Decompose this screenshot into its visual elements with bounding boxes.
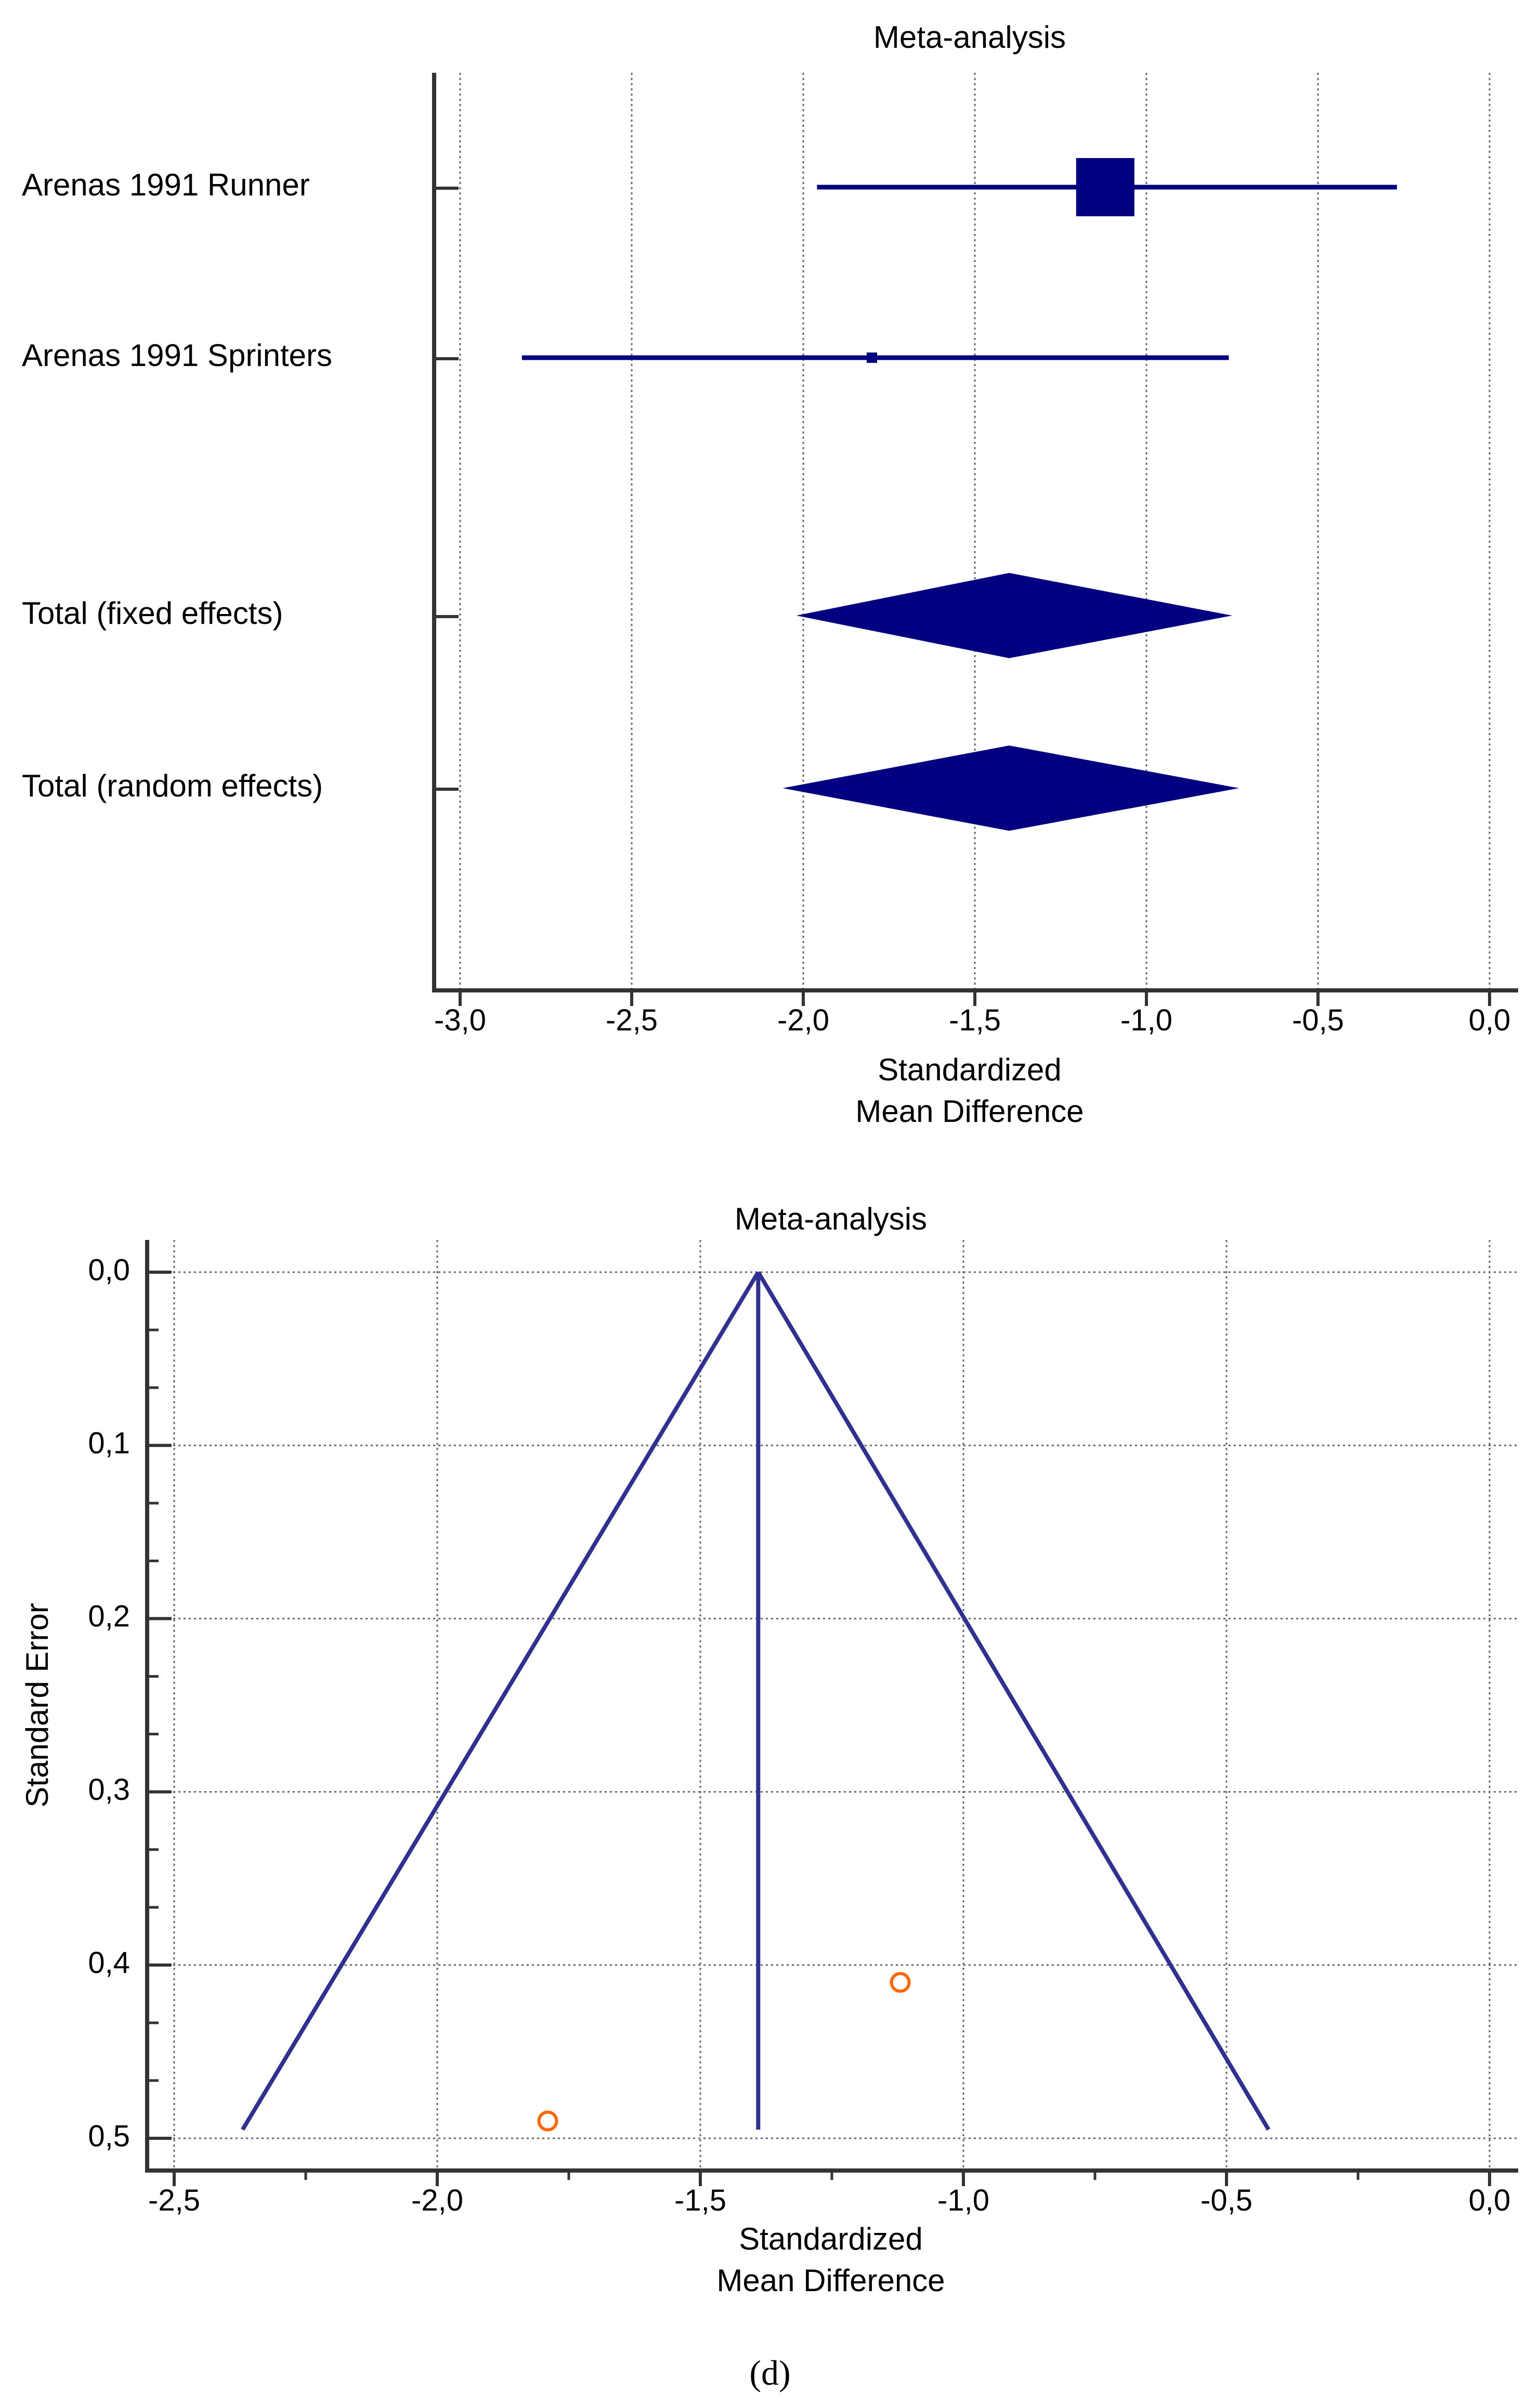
forest-x-ticks: -3,0 -2,5 -2,0 -1,5 -1,0 -0,5 0,0: [434, 187, 1511, 1037]
funnel-y-tick-label: 0,1: [88, 1427, 130, 1460]
forest-x-tick-label: -2,0: [777, 1003, 829, 1037]
forest-row-label: Total (random effects): [22, 768, 323, 803]
forest-plot-title: Meta-analysis: [873, 20, 1066, 55]
forest-row-label: Arenas 1991 Sprinters: [22, 338, 332, 373]
funnel-y-tick-label: 0,4: [88, 1946, 130, 1980]
forest-study-labels: Arenas 1991 Runner Arenas 1991 Sprinters T…: [22, 167, 332, 803]
funnel-x-tick-label: -1,0: [937, 2184, 989, 2217]
funnel-y-tick-label: 0,3: [88, 1773, 130, 1807]
funnel-x-tick-label: 0,0: [1469, 2184, 1511, 2217]
funnel-x-tick-label: -2,5: [148, 2184, 200, 2217]
funnel-y-tick-label: 0,2: [88, 1600, 130, 1633]
forest-effect-square: [1076, 158, 1134, 216]
funnel-x-tick-label: -2,0: [411, 2184, 463, 2217]
funnel-x-tick-label: -0,5: [1200, 2184, 1252, 2217]
funnel-x-axis-label-line2: Mean Difference: [716, 2263, 945, 2298]
forest-x-tick-label: 0,0: [1469, 1003, 1511, 1037]
forest-x-tick-label: -0,5: [1292, 1003, 1344, 1037]
forest-x-axis-label-line2: Mean Difference: [855, 1094, 1084, 1129]
forest-x-tick-label: -1,5: [949, 1003, 1001, 1037]
forest-x-axis-label-line1: Standardized: [878, 1052, 1062, 1087]
funnel-axes: [145, 1240, 1518, 2173]
funnel-y-tick-label: 0,0: [88, 1253, 130, 1287]
funnel-grid: [147, 1240, 1518, 2171]
forest-x-tick-label: -2,5: [606, 1003, 658, 1037]
funnel-study-point: [890, 1972, 911, 1993]
forest-effect-square: [867, 352, 877, 363]
funnel-plot: Meta-analysis -2,5 -2,0 -1,5 -1,0 -0,5 0,0 0,0…: [20, 1201, 1518, 2298]
funnel-left-boundary: [241, 1271, 760, 2131]
forest-marks: [521, 158, 1397, 831]
funnel-study-point: [537, 2110, 558, 2132]
figure-caption: (d): [749, 2353, 791, 2393]
funnel-ticks: -2,5 -2,0 -1,5 -1,0 -0,5 0,0 0,0 0,1 0,2 0,3 0,4 0,…: [88, 1253, 1510, 2217]
forest-x-tick-label: -1,0: [1120, 1003, 1172, 1037]
funnel-plot-title: Meta-analysis: [735, 1201, 927, 1236]
forest-grid: [459, 73, 1491, 990]
funnel-y-tick-label: 0,5: [88, 2119, 130, 2153]
funnel-marks: [241, 1271, 1271, 2132]
forest-row-label: Arenas 1991 Runner: [22, 167, 310, 202]
funnel-y-axis-label: Standard Error: [20, 1603, 55, 1808]
forest-row-label: Total (fixed effects): [22, 596, 283, 631]
forest-x-tick-label: -3,0: [434, 1003, 486, 1037]
funnel-right-boundary: [756, 1271, 1271, 2131]
funnel-x-axis-label-line1: Standardized: [739, 2221, 923, 2256]
forest-pooled-diamond: [796, 573, 1232, 658]
forest-pooled-diamond: [782, 746, 1239, 831]
funnel-x-tick-label: -1,5: [674, 2184, 726, 2217]
